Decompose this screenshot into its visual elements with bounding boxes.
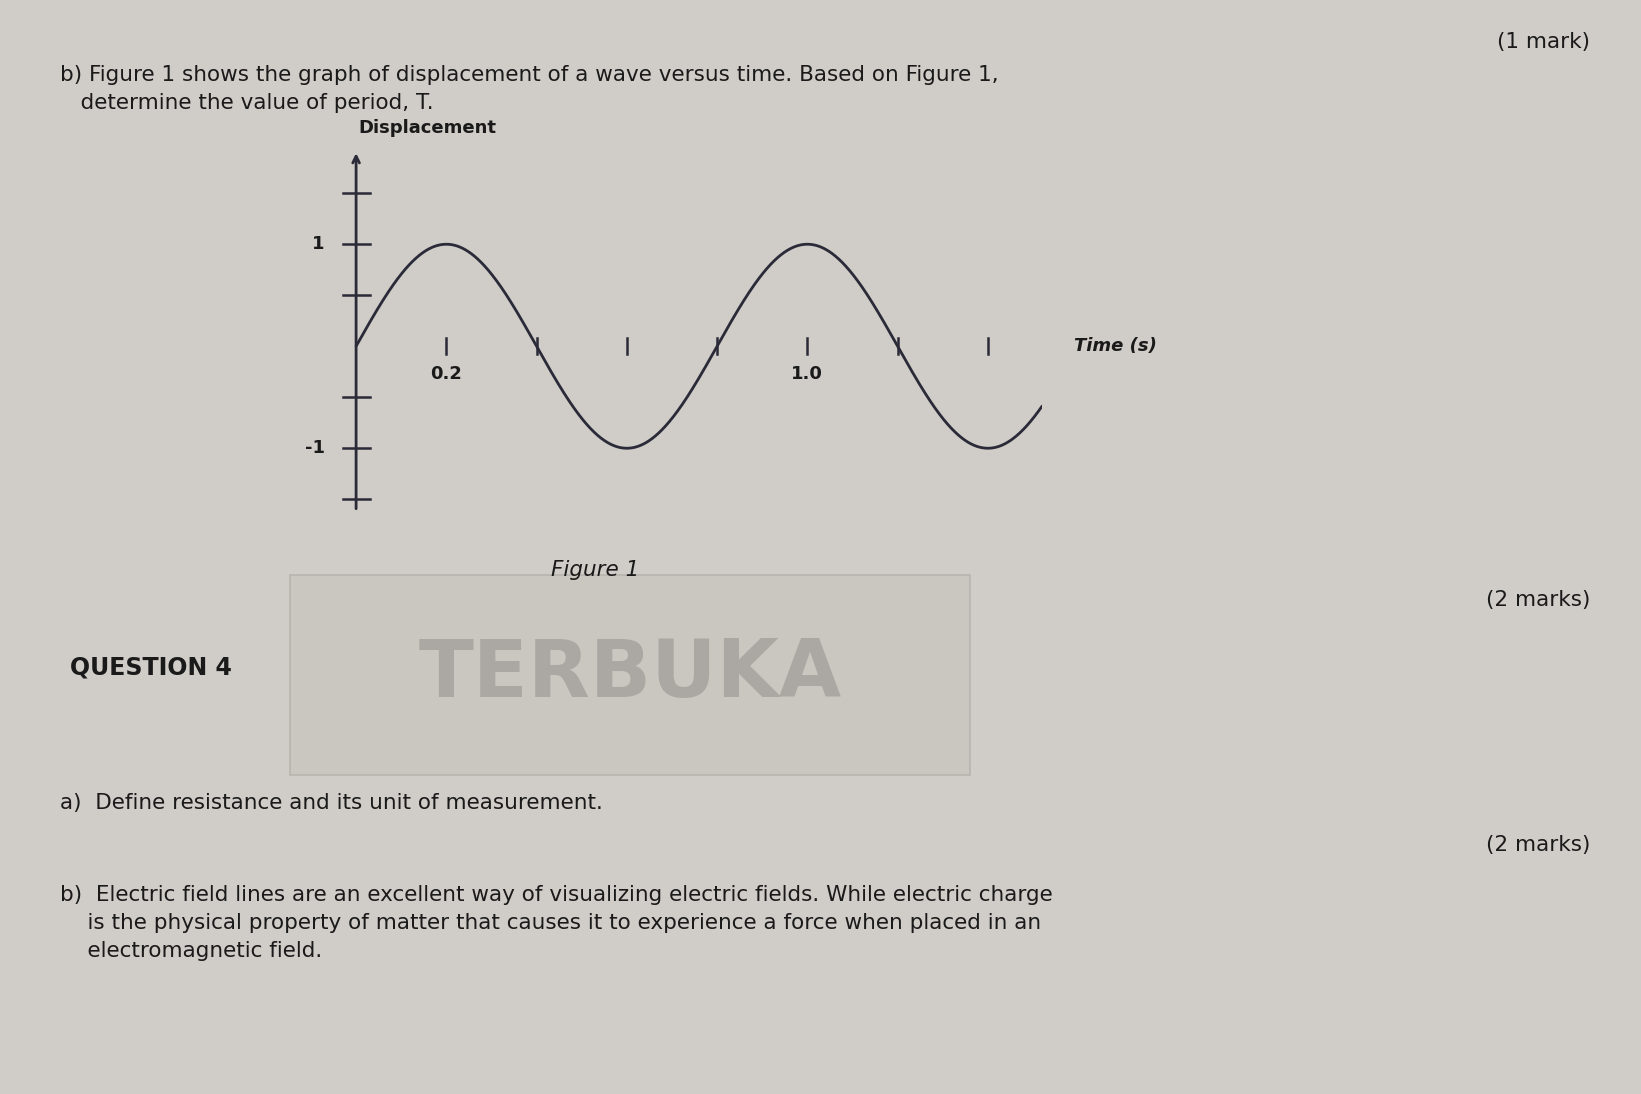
- Text: a)  Define resistance and its unit of measurement.: a) Define resistance and its unit of mea…: [61, 793, 602, 813]
- Text: Figure 1: Figure 1: [551, 560, 638, 580]
- Text: (2 marks): (2 marks): [1485, 590, 1590, 610]
- Text: -1: -1: [305, 440, 325, 457]
- Text: TERBUKA: TERBUKA: [418, 636, 842, 714]
- Text: determine the value of period, T.: determine the value of period, T.: [61, 93, 433, 113]
- Text: QUESTION 4: QUESTION 4: [71, 655, 231, 679]
- Text: electromagnetic field.: electromagnetic field.: [61, 941, 322, 961]
- Text: is the physical property of matter that causes it to experience a force when pla: is the physical property of matter that …: [61, 913, 1040, 933]
- Text: 1.0: 1.0: [791, 364, 824, 383]
- Text: b)  Electric field lines are an excellent way of visualizing electric fields. Wh: b) Electric field lines are an excellent…: [61, 885, 1054, 905]
- Text: b) Figure 1 shows the graph of displacement of a wave versus time. Based on Figu: b) Figure 1 shows the graph of displacem…: [61, 65, 999, 85]
- Text: 1: 1: [312, 235, 325, 253]
- Text: 0.2: 0.2: [430, 364, 463, 383]
- Text: (2 marks): (2 marks): [1485, 835, 1590, 856]
- Text: Displacement: Displacement: [358, 119, 496, 137]
- FancyBboxPatch shape: [290, 575, 970, 775]
- Text: Time (s): Time (s): [1073, 337, 1157, 356]
- Text: (1 mark): (1 mark): [1497, 32, 1590, 53]
